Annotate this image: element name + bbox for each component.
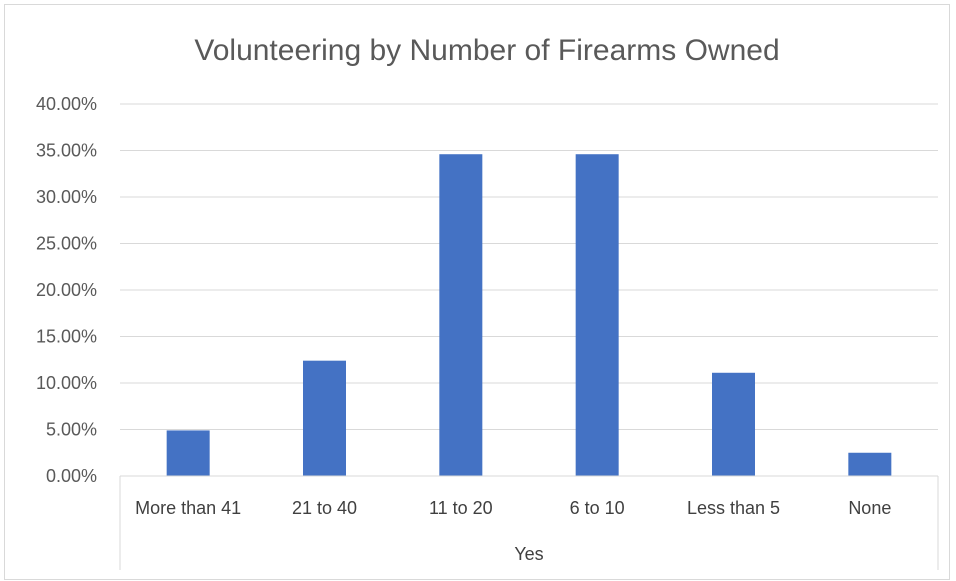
y-tick-label: 0.00% [46,466,97,486]
chart-title: Volunteering by Number of Firearms Owned [194,34,779,67]
bar-21-to-40 [303,360,346,476]
x-category-label: 11 to 20 [429,498,493,518]
x-category-label: Less than 5 [687,498,780,518]
y-tick-label: 20.00% [36,280,97,300]
bar-none [848,452,892,476]
y-tick-label: 15.00% [36,327,97,347]
y-tick-label: 5.00% [46,420,97,440]
x-category-label: More than 41 [135,498,241,518]
y-axis-ticks: 0.00% 5.00% 10.00% 15.00% 20.00% 25.00% 30.00%… [36,94,97,486]
bar-11-to-20 [439,154,483,476]
x-category-label: 6 to 10 [570,498,625,518]
y-tick-label: 30.00% [36,187,97,207]
bar-less-than-5 [712,372,755,476]
y-tick-label: 35.00% [36,141,97,161]
x-group-label: Yes [514,544,543,564]
y-tick-label: 40.00% [36,94,97,114]
gridlines [120,103,938,430]
bars [166,154,892,476]
y-tick-label: 25.00% [36,234,97,254]
bar-more-than-41 [166,430,210,476]
y-tick-label: 10.00% [36,373,97,393]
x-axis: More than 41 21 to 40 11 to 20 6 to 10 Less … [119,475,939,570]
bar-6-to-10 [575,154,619,476]
x-category-label: None [848,498,891,518]
x-category-label: 21 to 40 [292,498,357,518]
